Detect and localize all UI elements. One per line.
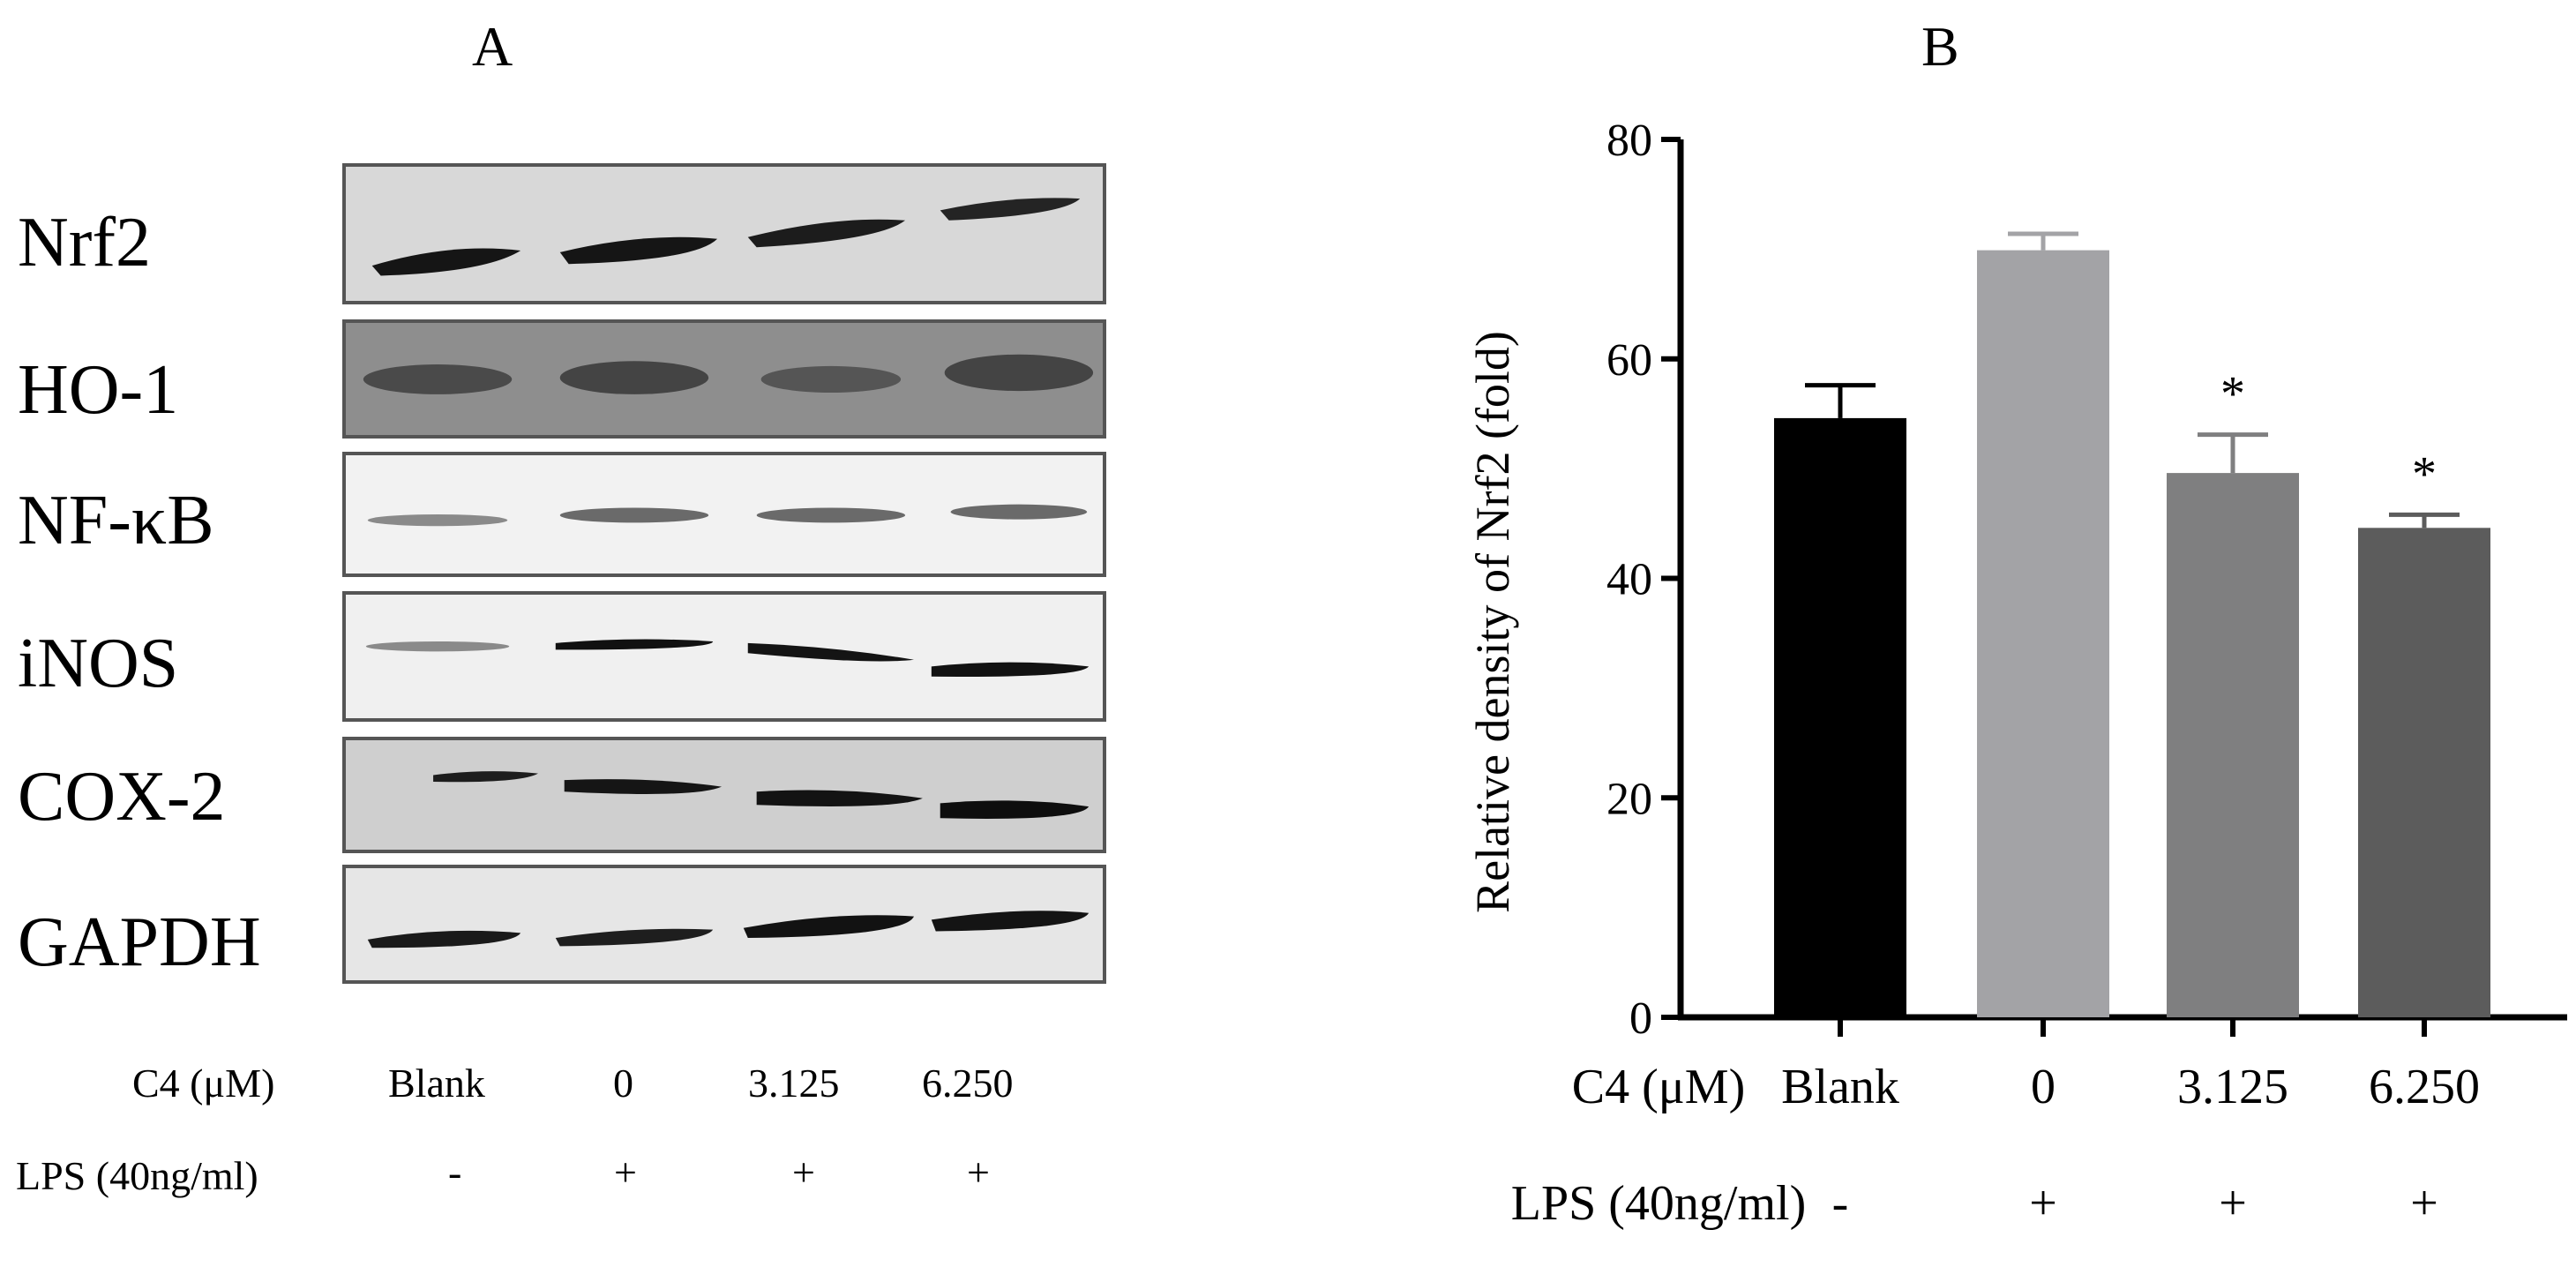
c4-row-label: C4 (μM) (132, 1061, 275, 1106)
y-tick-label: 60 (1606, 335, 1652, 386)
blot-image-cox2 (342, 737, 1106, 853)
y-tick-label: 0 (1629, 993, 1652, 1044)
blot-image-inos (342, 591, 1106, 722)
significance-marker: * (2412, 446, 2437, 501)
lps-value: + (967, 1150, 990, 1195)
bar-chart: * * 0 20 40 60 80 Blank 0 3.125 6.250 - + + + Relati… (1466, 116, 2567, 1231)
blot-row-gapdh: GAPDH (0, 865, 1147, 997)
x-category-label: Blank (1781, 1060, 1899, 1114)
panel-a-letter: A (472, 15, 513, 78)
protein-label: iNOS (18, 625, 179, 702)
lps-value: + (792, 1150, 815, 1195)
blot-row-ho1: HO-1 (0, 319, 1147, 452)
x-category-label: 0 (2031, 1060, 2056, 1114)
blot-row-inos: iNOS (0, 591, 1147, 723)
lps-value: + (614, 1150, 637, 1195)
lps-row-label: LPS (40ng/ml) (1511, 1176, 1806, 1231)
protein-label: COX-2 (18, 758, 226, 836)
bar (2358, 528, 2490, 1017)
lps-value: + (2029, 1176, 2057, 1231)
significance-marker: * (2220, 367, 2245, 422)
panel-b-letter: B (1921, 15, 1959, 78)
y-axis-title: Relative density of Nrf2 (fold) (1466, 331, 1519, 913)
bar (1977, 250, 2109, 1017)
blot-image-ho1 (342, 319, 1106, 439)
bar (1774, 417, 1906, 1018)
c4-value-3125: 3.125 (748, 1061, 840, 1106)
blot-row-cox2: COX-2 (0, 737, 1147, 869)
blot-row-nrf2: Nrf2 (0, 163, 1147, 304)
protein-label: GAPDH (18, 903, 261, 981)
c4-value-6250: 6.250 (922, 1061, 1014, 1106)
y-tick-label: 80 (1606, 116, 1652, 166)
blot-row-nfkb: NF-κB (0, 452, 1147, 584)
protein-label: NF-κB (18, 482, 214, 559)
c4-value-0: 0 (613, 1061, 633, 1106)
lps-value: - (1832, 1176, 1849, 1231)
protein-label: HO-1 (18, 351, 179, 429)
c4-value-blank: Blank (388, 1061, 485, 1106)
bar-chart-panel: * * 0 20 40 60 80 Blank 0 3.125 6.250 - + + + Relati… (1429, 106, 2576, 1263)
blot-image-gapdh (342, 865, 1106, 984)
x-category-label: 3.125 (2177, 1060, 2288, 1114)
lps-value: - (448, 1150, 462, 1195)
blot-image-nfkb (342, 452, 1106, 577)
blot-image-nrf2 (342, 163, 1106, 304)
x-axis-row-label: C4 (μM) (1572, 1060, 1745, 1114)
x-category-label: 6.250 (2369, 1060, 2480, 1114)
lps-value: + (2410, 1176, 2438, 1231)
bar (2167, 473, 2299, 1017)
lps-row-label: LPS (40ng/ml) (16, 1153, 258, 1198)
y-tick-label: 20 (1606, 774, 1652, 824)
protein-label: Nrf2 (18, 204, 152, 281)
lps-value: + (2219, 1176, 2247, 1231)
y-tick-label: 40 (1606, 555, 1652, 605)
